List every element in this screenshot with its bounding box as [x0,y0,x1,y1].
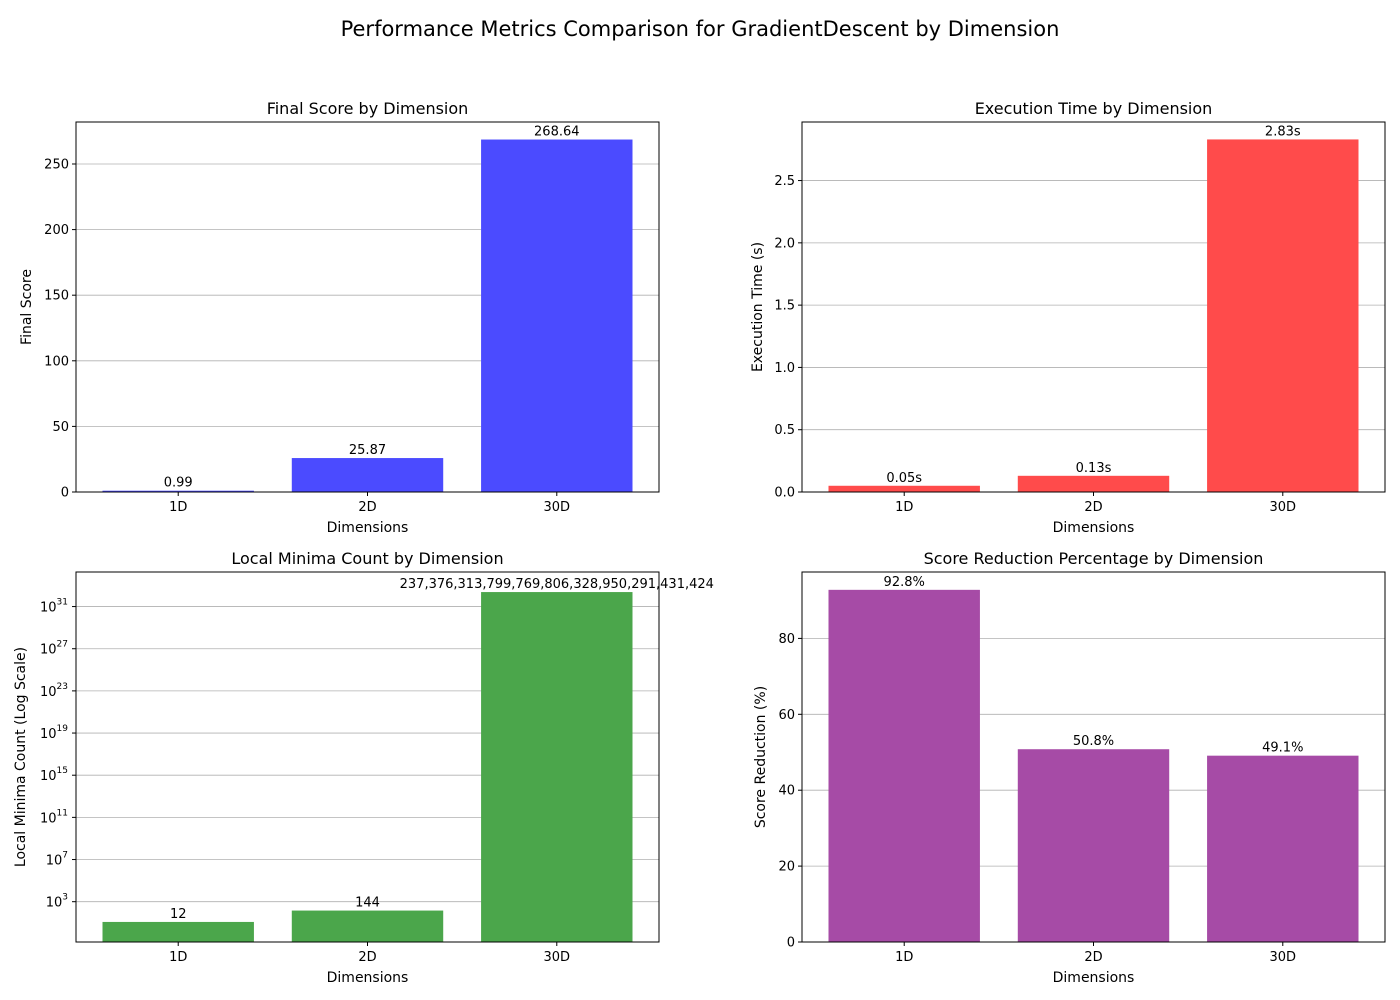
y-tick-label: 1031 [40,598,68,616]
bar [291,458,444,492]
y-axis-label: Score Reduction (%) [753,686,769,828]
bar [291,910,444,942]
bar [481,592,633,942]
bar [828,589,980,942]
y-tick-label: 0.5 [774,423,795,438]
plot-frame [75,571,660,943]
y-tick-label: 2.5 [774,174,795,189]
data-label: 25.87 [349,443,386,458]
plot-frame [801,571,1386,943]
plot-frame [801,121,1386,493]
bar [1207,139,1359,492]
x-tick-label: 1D [895,950,913,965]
chart-title: Final Score by Dimension [267,99,469,118]
x-tick-label: 30D [1270,950,1297,965]
y-tick-label: 150 [44,289,69,304]
y-tick-label: 1.0 [774,361,795,376]
chart-final-score: Final Score by Dimension 0.99 25.87 268.64… [19,99,660,536]
data-label: 92.8% [884,575,925,590]
bar [102,921,254,942]
x-tick-label: 1D [895,500,913,515]
y-tick-label: 50 [52,420,69,435]
x-axis-label: Dimensions [327,520,409,536]
chart-title: Execution Time by Dimension [975,99,1213,118]
x-axis-label: Dimensions [327,970,409,986]
x-tick-label: 1D [169,950,187,965]
y-tick-label: 40 [778,784,795,799]
data-label: 0.05s [886,471,922,486]
bar [1207,755,1359,942]
y-tick-label: 2.0 [774,236,795,251]
plot-frame [75,121,660,493]
bar [1017,749,1170,942]
chart-title: Score Reduction Percentage by Dimension [924,549,1264,568]
y-tick-label: 103 [46,893,68,911]
y-tick-label: 1011 [40,808,68,826]
bar [1017,475,1170,492]
data-label: 0.13s [1076,461,1112,476]
y-tick-label: 20 [778,860,795,875]
data-label: 237,376,313,799,769,806,328,950,291,431,… [400,577,714,592]
y-tick-label: 80 [778,632,795,647]
y-tick-label: 60 [778,708,795,723]
y-tick-label: 1.5 [774,299,795,314]
data-label: 0.99 [164,476,193,491]
data-label: 144 [355,896,380,911]
data-label: 49.1% [1262,741,1303,756]
y-axis-label: Local Minima Count (Log Scale) [13,647,29,867]
x-tick-label: 30D [544,950,571,965]
bar [481,139,633,492]
bar [102,490,254,492]
x-tick-label: 1D [169,500,187,515]
y-tick-label: 1023 [40,682,68,700]
y-tick-label: 100 [44,354,69,369]
chart-title: Local Minima Count by Dimension [231,549,503,568]
data-label: 268.64 [534,125,580,140]
x-tick-label: 2D [1084,950,1102,965]
x-tick-label: 30D [1270,500,1297,515]
data-label: 50.8% [1073,734,1114,749]
y-tick-label: 107 [46,851,68,869]
data-label: 12 [170,907,187,922]
y-tick-label: 0.0 [774,486,795,501]
figure-title: Performance Metrics Comparison for Gradi… [341,17,1060,41]
y-tick-label: 1019 [40,724,68,742]
y-tick-label: 250 [44,157,69,172]
chart-local-minima: Local Minima Count by Dimension 12 144 237… [13,549,714,986]
y-tick-label: 1015 [40,766,68,784]
x-axis-label: Dimensions [1053,520,1135,536]
data-label: 2.83s [1265,124,1301,139]
chart-score-reduction: Score Reduction Percentage by Dimension … [753,549,1386,986]
x-axis-label: Dimensions [1053,970,1135,986]
y-axis-label: Final Score [19,269,35,345]
y-tick-label: 1027 [40,640,68,658]
y-tick-label: 0 [61,486,69,501]
y-tick-label: 0 [787,936,795,951]
bar [828,485,980,492]
x-tick-label: 30D [544,500,571,515]
x-tick-label: 2D [358,950,376,965]
x-tick-label: 2D [358,500,376,515]
x-tick-label: 2D [1084,500,1102,515]
chart-execution-time: Execution Time by Dimension 0.05s 0.13s 2.… [750,99,1386,536]
y-axis-label: Execution Time (s) [750,242,766,372]
y-tick-label: 200 [44,223,69,238]
